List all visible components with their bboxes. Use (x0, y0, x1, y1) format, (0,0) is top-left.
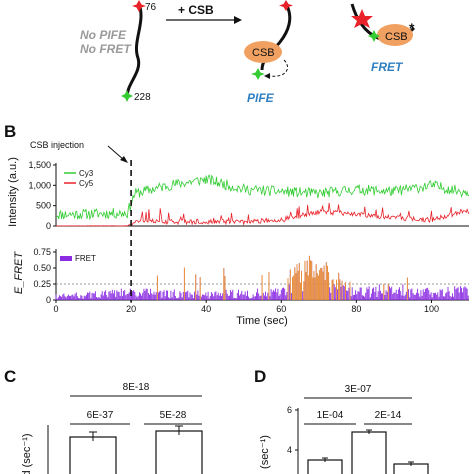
add-csb-arrowhead (234, 16, 242, 24)
residue-76-label: 76 (145, 2, 157, 13)
fret-xtick-label: 100 (424, 304, 439, 314)
csb-asterisk: * (409, 20, 415, 36)
panel-b: B CSB injection Intensity (a.u.) 0 500 1,0… (4, 122, 470, 327)
panel-d-ylabel: (sec⁻¹) (259, 435, 271, 469)
fret-traces (55, 255, 469, 300)
panel-c-letter: C (4, 367, 16, 386)
panel-c-bars (69, 425, 203, 474)
no-fret-label: No FRET (80, 42, 132, 56)
pife-dashed-arrowhead (264, 73, 270, 79)
panel-d-ytick-label: 4 (287, 445, 292, 455)
pife-dashed-arrow (269, 59, 288, 77)
pvalue-c-left: 6E-37 (87, 410, 114, 421)
fret-ytick-label: 0.25 (33, 279, 51, 289)
pvalue-c-top: 8E-18 (123, 382, 150, 393)
fret-ylabel: E_FRET (13, 251, 25, 294)
panel-a-schematic: No PIFE No FRET 76 228 + CSB CSB PIFE CS… (80, 0, 416, 105)
fret-xtick-label: 80 (351, 304, 361, 314)
pvalue-d-left: 1E-04 (317, 410, 344, 421)
no-pife-label: No PIFE (80, 28, 127, 42)
csb-protein-pife (244, 41, 282, 63)
injection-pointer (107, 145, 125, 161)
cy5-star-free (132, 0, 146, 12)
fret-label: FRET (371, 60, 404, 74)
residue-228-label: 228 (134, 92, 151, 103)
csb-label-pife: CSB (252, 47, 275, 59)
time-xlabel: Time (sec) (236, 315, 288, 327)
fret-legend: FRET (60, 254, 96, 263)
legend-cy3-label: Cy3 (79, 169, 94, 178)
cy3-star-pife (251, 68, 265, 80)
panel-c-ylabel: d (sec⁻¹) (21, 433, 33, 474)
panel-c-bar (69, 436, 117, 474)
panel-d-yticks: 46 (287, 405, 298, 455)
intensity-trace-cy3 (55, 174, 470, 221)
csb-label-fret: CSB (385, 31, 408, 43)
panel-d-letter: D (254, 367, 266, 386)
panel-d-bars (307, 429, 429, 474)
intensity-ytick-label: 1,000 (28, 180, 51, 190)
intensity-ytick-label: 0 (46, 221, 51, 231)
cy5-star-pife (279, 0, 293, 11)
intensity-trace-cy5 (55, 202, 470, 227)
pvalue-d-top: 3E-07 (345, 384, 372, 395)
fret-trace (55, 255, 469, 300)
fret-xticks: 0 20 40 60 80 100 (53, 300, 439, 314)
pvalue-c-right: 5E-28 (160, 410, 187, 421)
panel-c-bar (155, 430, 203, 474)
legend-cy5-label: Cy5 (79, 179, 94, 188)
panel-d-ytick-label: 6 (287, 405, 292, 415)
intensity-ytick-label: 500 (36, 201, 51, 211)
fret-xtick-label: 60 (276, 304, 286, 314)
fret-xtick-label: 20 (126, 304, 136, 314)
fret-xtick-label: 40 (201, 304, 211, 314)
fret-xtick-label: 0 (53, 304, 58, 314)
add-csb-label: + CSB (178, 3, 214, 17)
panel-c: C 8E-18 6E-37 5E-28 d (sec⁻¹) (4, 367, 203, 474)
injection-pointer-head (120, 156, 128, 163)
fret-high-trace (156, 255, 408, 300)
fret-ytick-label: 0.75 (33, 247, 51, 257)
intensity-legend: Cy3 Cy5 (64, 169, 94, 188)
intensity-ytick-label: 1,500 (28, 160, 51, 170)
fret-ytick-label: 0 (46, 295, 51, 305)
legend-fret-label: FRET (75, 254, 96, 263)
cy5-star-fret (351, 9, 373, 28)
panel-b-letter: B (4, 122, 16, 141)
intensity-plot: Intensity (a.u.) 0 500 1,000 1,500 Cy3 Cy5 (7, 157, 470, 231)
legend-fret-swatch (60, 256, 72, 261)
fret-yticks: 0 0.25 0.50 0.75 (33, 247, 56, 305)
intensity-yticks: 0 500 1,000 1,500 (28, 160, 56, 231)
pife-label: PIFE (247, 91, 275, 105)
intensity-traces (55, 174, 470, 227)
fret-plot: E_FRET 0 0.25 0.50 0.75 0 20 40 60 80 100 FRET T… (13, 247, 469, 327)
fret-ytick-label: 0.50 (33, 263, 51, 273)
cy3-star-free (121, 90, 133, 102)
pvalue-d-right: 2E-14 (375, 410, 402, 421)
intensity-ylabel: Intensity (a.u.) (7, 157, 19, 227)
csb-protein-fret (377, 24, 413, 46)
dna-strand-free (125, 3, 143, 97)
csb-injection-label: CSB injection (30, 140, 84, 150)
panel-d-bar (351, 431, 387, 474)
panel-d-bar (307, 459, 343, 474)
cy3-star-fret (368, 30, 380, 42)
panel-d: D 3E-07 1E-04 2E-14 (sec⁻¹) 46 (254, 367, 429, 474)
